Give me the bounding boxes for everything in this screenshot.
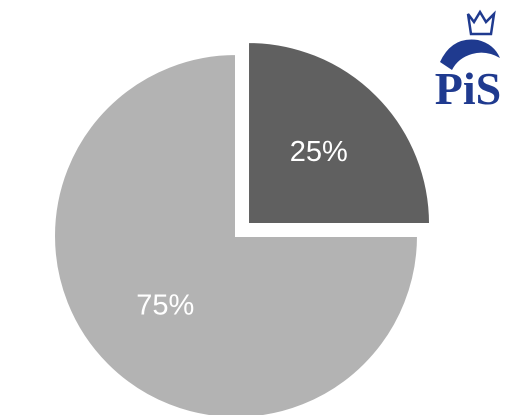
logo-emblem	[440, 9, 500, 70]
pie-slice	[247, 40, 432, 225]
data-label: 75%	[136, 289, 194, 321]
data-label: 25%	[290, 136, 348, 168]
pie-slice	[53, 52, 420, 415]
logo-text: PiS	[435, 63, 501, 114]
